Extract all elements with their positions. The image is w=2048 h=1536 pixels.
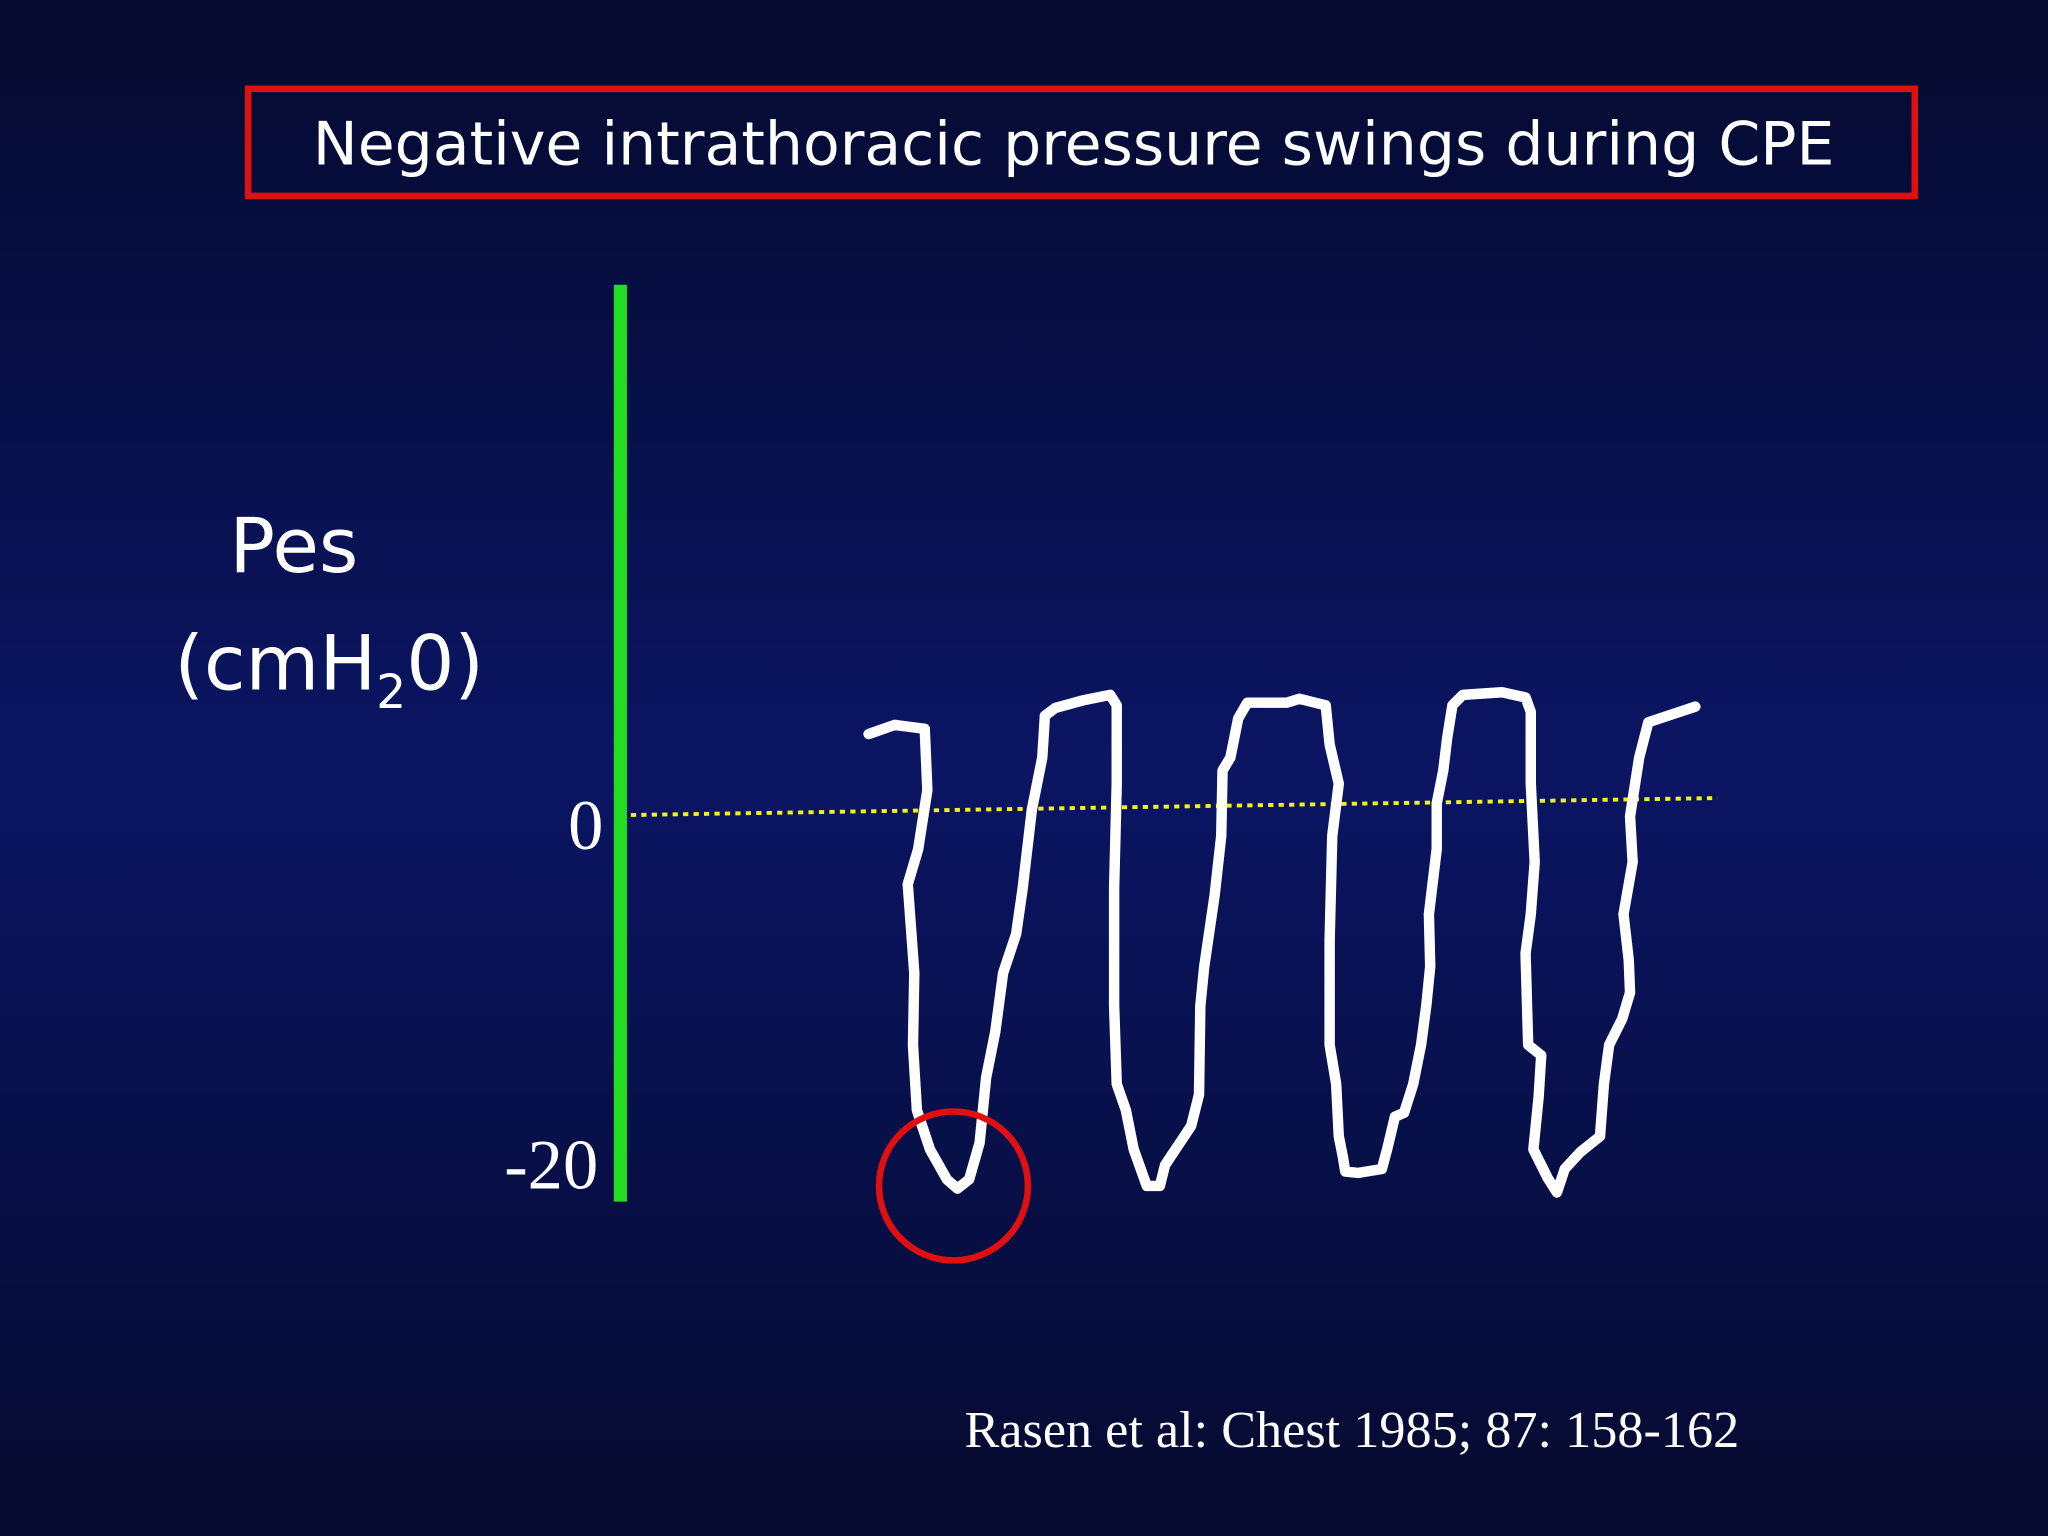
- tick-label: 0: [568, 787, 603, 865]
- unit-part: 0): [406, 620, 484, 708]
- pressure-trace: [863, 687, 1701, 1198]
- title: Negative intrathoracic pressure swings d…: [313, 110, 1835, 180]
- title-box: [244, 85, 1919, 200]
- unit-part: (cmH: [174, 620, 376, 708]
- y-label-unit: (cmH20): [174, 620, 484, 720]
- y-label-name: Pes: [229, 502, 358, 590]
- citation: Rasen et al: Chest 1985; 87: 158-162: [964, 1401, 1739, 1459]
- highlight-circle: [875, 1108, 1032, 1264]
- tick-label: -20: [504, 1127, 598, 1205]
- zero-line: [630, 796, 1718, 817]
- unit-subscript: 2: [376, 665, 406, 720]
